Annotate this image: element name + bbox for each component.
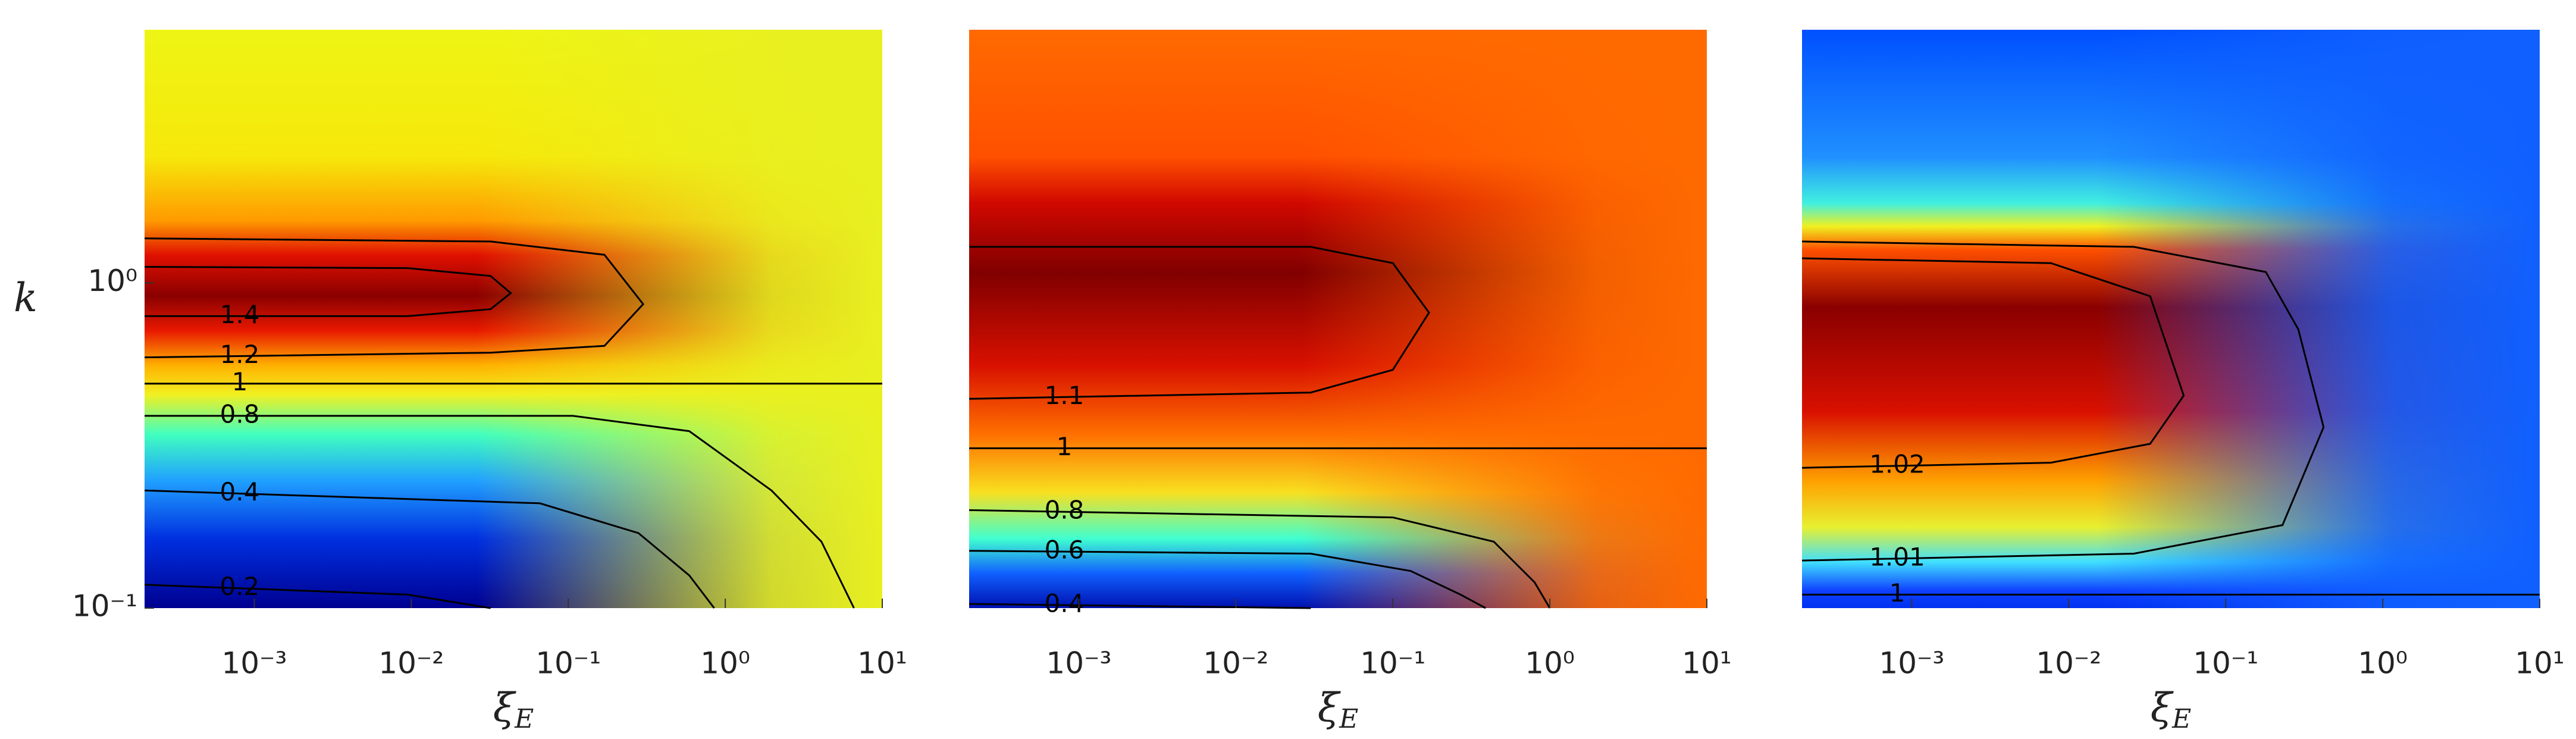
x-tick-label: 10⁻¹ bbox=[1360, 646, 1425, 681]
x-tick-label: 10⁻³ bbox=[1046, 646, 1111, 681]
contour-label: 0.8 bbox=[1045, 496, 1085, 525]
contour-label: 1.2 bbox=[220, 340, 260, 369]
panel: 1.02 1.01 1 10⁻³ 10⁻² 10⁻¹ 10⁰ 10¹ ξE bbox=[1801, 30, 2565, 734]
contour-line bbox=[969, 550, 1486, 609]
contour-label: 1 bbox=[232, 367, 248, 396]
y-axis-label: k bbox=[14, 275, 37, 321]
contour-line bbox=[969, 603, 1311, 609]
contour-label: 0.4 bbox=[220, 477, 260, 506]
x-tick-label: 10⁻² bbox=[2036, 646, 2101, 681]
contour-line bbox=[144, 266, 512, 317]
contour-label: 0.8 bbox=[220, 399, 260, 428]
x-axis-label-sub: E bbox=[1339, 704, 1358, 734]
contour-label: 1 bbox=[1057, 432, 1073, 461]
contour-label: 1.1 bbox=[1045, 381, 1085, 410]
x-tick-label: 10⁻³ bbox=[221, 646, 287, 681]
contour-label: 1.01 bbox=[1869, 542, 1925, 571]
contour-line bbox=[144, 584, 491, 609]
x-axis-label-main: ξ bbox=[1318, 685, 1342, 731]
contour-label: 1.4 bbox=[220, 300, 260, 329]
x-tick-label: 10¹ bbox=[1682, 646, 1732, 681]
x-tick-label: 10⁰ bbox=[700, 646, 750, 681]
contour-line bbox=[145, 415, 855, 609]
contour-line bbox=[969, 246, 1430, 400]
y-tick-label: 10⁰ bbox=[87, 264, 137, 298]
x-tick-label: 10⁰ bbox=[2358, 646, 2408, 681]
heatmap-shade bbox=[1802, 30, 2540, 608]
x-axis-label: ξE bbox=[1318, 685, 1358, 734]
contour-label: 1 bbox=[1889, 578, 1906, 608]
x-tick-label: 10¹ bbox=[2515, 646, 2565, 681]
x-axis-label-main: ξ bbox=[493, 685, 517, 731]
contour-line bbox=[1801, 240, 2325, 562]
x-axis-label-sub: E bbox=[514, 704, 534, 734]
x-tick-label: 10⁻³ bbox=[1879, 646, 1944, 681]
x-axis-label-sub: E bbox=[2171, 704, 2191, 734]
x-axis-label: ξE bbox=[2151, 685, 2191, 734]
x-tick-label: 10⁻¹ bbox=[535, 646, 601, 681]
panel: 1.1 1 0.8 0.6 0.4 10⁻³ 10⁻² 10⁻¹ 10⁰ 10¹ ξE bbox=[969, 30, 1732, 734]
contour-label: 0.2 bbox=[220, 572, 259, 601]
panel: 1.4 1.21 0.8 0.4 0.2 10⁻³ 10⁻² 10⁻¹ 10⁰ 10¹ 10⁻¹ 10… bbox=[14, 30, 907, 734]
x-tick-label: 10⁻² bbox=[378, 646, 444, 681]
x-tick-label: 10¹ bbox=[857, 646, 907, 681]
contour-line bbox=[1801, 257, 2185, 469]
x-tick-label: 10⁻¹ bbox=[2193, 646, 2258, 681]
x-axis-label-main: ξ bbox=[2151, 685, 2174, 731]
contour-line bbox=[969, 509, 1551, 609]
x-tick-label: 10⁰ bbox=[1525, 646, 1575, 681]
y-tick-label: 10⁻¹ bbox=[72, 589, 137, 624]
x-axis-label: ξE bbox=[493, 685, 534, 734]
contour-label: 0.4 bbox=[1045, 588, 1085, 618]
contour-label: 0.6 bbox=[1045, 536, 1085, 565]
x-tick-label: 10⁻² bbox=[1203, 646, 1268, 681]
contour-line bbox=[144, 237, 645, 359]
contour-label: 1.02 bbox=[1869, 449, 1925, 478]
heatmap-shade bbox=[145, 30, 882, 608]
contour-line bbox=[144, 489, 715, 609]
